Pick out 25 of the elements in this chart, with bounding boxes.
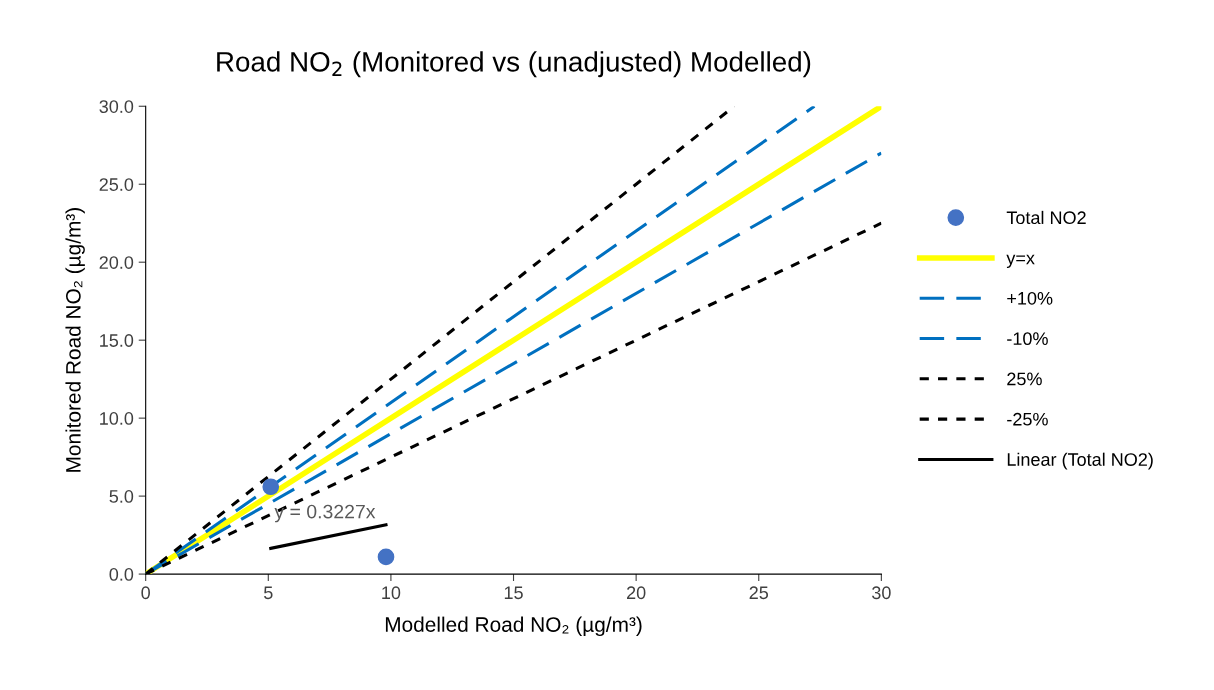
chart-title: Road NO$_{2}$ (Monitored vs (unadjusted) Modelled) [217,51,811,78]
x-tick-label: 20 [627,586,646,600]
legend-label: Linear (Total NO2) [1007,452,1153,470]
x-tick-label: 5 [264,586,273,600]
x-tick-label: 0 [141,586,150,600]
x-tick-label: 30 [872,586,891,600]
y-tick-label: 5.0 [109,490,134,503]
legend-label: 25% [1007,372,1042,386]
legend-label: y=x [1006,254,1035,268]
legend-label: Total NO2 [1006,210,1086,225]
y-tick-label: 25.0 [99,178,134,191]
x-axis-title: Modelled Road NO₂ (µg/m³) [385,616,642,637]
y-tick-label: 10.0 [100,412,134,425]
annotation: y = 0.3227x [274,504,376,523]
y-tick-label: 30.0 [99,100,134,113]
legend-label: +10% [1007,291,1053,305]
legend-label: -10% [1007,332,1048,346]
x-tick-label: 15 [504,586,523,600]
y-tick-label: 20.0 [99,256,134,269]
y-tick-label: 15.0 [100,334,134,347]
x-tick-label: 25 [749,586,769,600]
y-axis-title: Monitored Road NO₂ (µg/m³) [65,208,85,472]
y-tick-label: 0.0 [109,568,134,581]
x-tick-label: 10 [382,586,401,600]
legend-label: -25% [1007,412,1048,426]
